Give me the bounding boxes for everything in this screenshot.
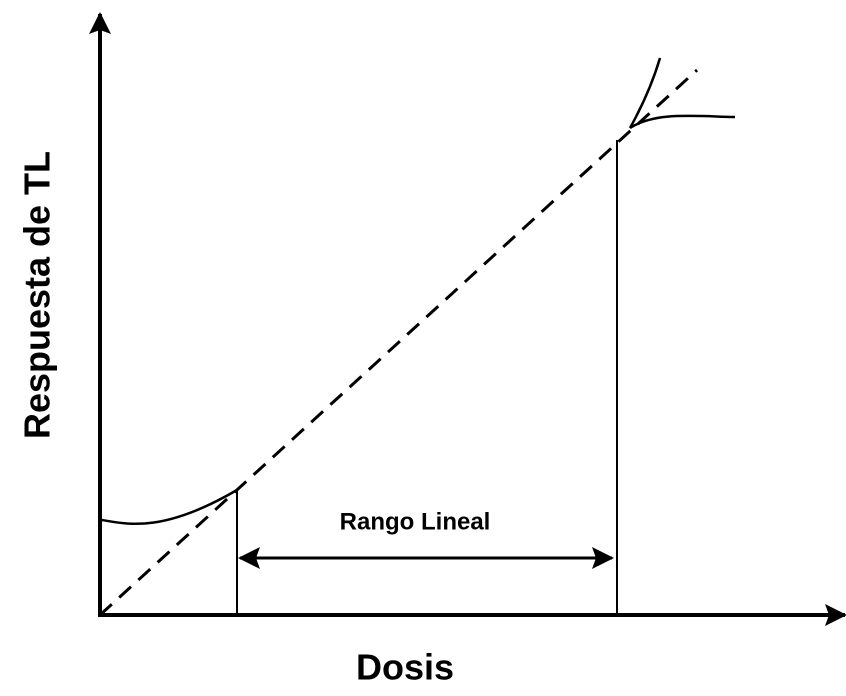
saturation-curve — [629, 114, 736, 130]
linear-reference — [98, 68, 699, 617]
supralinear-curve — [628, 57, 662, 129]
annotation: Rango Lineal — [340, 508, 491, 535]
y-axis-label: Respuesta de TL — [17, 151, 58, 439]
x-axis-label: Dosis — [356, 647, 454, 688]
sublinear-curve — [101, 488, 238, 526]
